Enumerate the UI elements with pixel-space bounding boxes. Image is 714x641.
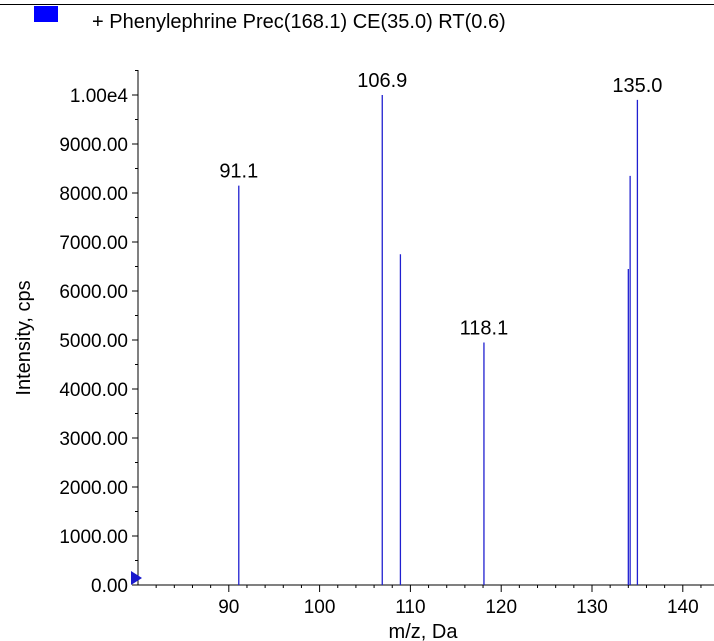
y-tick-label: 5000.00 bbox=[59, 331, 128, 352]
x-tick-label: 100 bbox=[304, 597, 336, 618]
y-axis-title: Intensity, cps bbox=[13, 280, 35, 395]
legend-label: + Phenylephrine Prec(168.1) CE(35.0) RT(… bbox=[92, 11, 506, 33]
y-tick-label: 1.00e4 bbox=[70, 86, 129, 107]
y-tick-label: 1000.00 bbox=[59, 527, 128, 548]
baseline-marker-icon[interactable] bbox=[131, 571, 142, 585]
x-axis-title: m/z, Da bbox=[389, 621, 459, 641]
y-tick-label: 7000.00 bbox=[59, 233, 128, 254]
peak-label: 135.0 bbox=[612, 75, 662, 97]
y-ticks: 0.00 1000.00 2000.00 3000.00 4000.00 5000.00 6… bbox=[59, 70, 138, 597]
x-tick-label: 140 bbox=[667, 597, 699, 618]
peak-label: 106.9 bbox=[357, 70, 407, 92]
y-tick-label: 2000.00 bbox=[59, 478, 128, 499]
y-tick-label: 3000.00 bbox=[59, 429, 128, 450]
peaks: 91.1 106.9 118.1 135.0 bbox=[219, 70, 662, 585]
x-tick-label: 130 bbox=[576, 597, 608, 618]
x-ticks: 90 100 110 120 130 140 bbox=[155, 585, 702, 618]
y-tick-label: 9000.00 bbox=[59, 135, 128, 156]
legend-swatch bbox=[34, 6, 58, 22]
y-tick-label: 4000.00 bbox=[59, 380, 128, 401]
y-tick-label: 6000.00 bbox=[59, 282, 128, 303]
y-tick-label: 0.00 bbox=[91, 576, 128, 597]
peak-label: 118.1 bbox=[460, 317, 509, 339]
x-tick-label: 90 bbox=[218, 597, 239, 618]
peak-label: 91.1 bbox=[219, 161, 258, 183]
x-tick-label: 120 bbox=[485, 597, 517, 618]
x-tick-label: 110 bbox=[395, 597, 425, 618]
y-tick-label: 8000.00 bbox=[59, 184, 128, 205]
